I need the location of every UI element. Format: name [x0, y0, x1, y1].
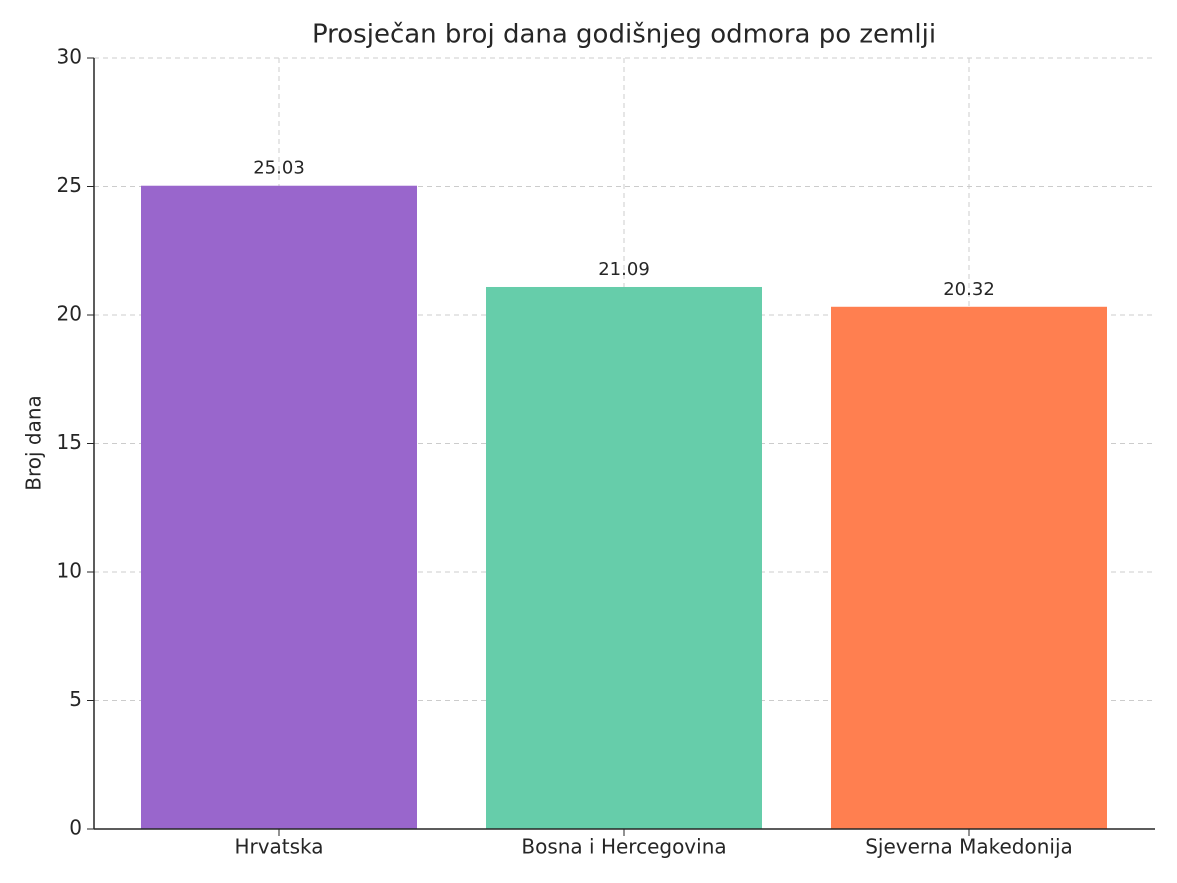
- bar: [486, 286, 762, 829]
- y-tick-label: 15: [57, 430, 82, 454]
- x-tick-label: Hrvatska: [234, 835, 323, 859]
- y-tick-label: 0: [69, 816, 82, 840]
- chart-title: Prosječan broj dana godišnjeg odmora po …: [312, 20, 936, 50]
- data-label: 20.32: [943, 279, 995, 300]
- y-tick-label: 30: [57, 45, 82, 69]
- data-label: 25.03: [253, 158, 305, 179]
- y-tick-label: 20: [57, 302, 82, 326]
- y-tick-label: 10: [57, 559, 82, 583]
- x-tick-label: Bosna i Hercegovina: [521, 835, 726, 859]
- x-tick-label: Sjeverna Makedonija: [865, 835, 1073, 859]
- bar: [831, 306, 1107, 829]
- y-tick-label: 5: [69, 687, 82, 711]
- y-axis-label: Broj dana: [22, 395, 46, 491]
- bar: [141, 185, 417, 829]
- data-label: 21.09: [598, 259, 650, 280]
- y-tick-label: 25: [57, 173, 82, 197]
